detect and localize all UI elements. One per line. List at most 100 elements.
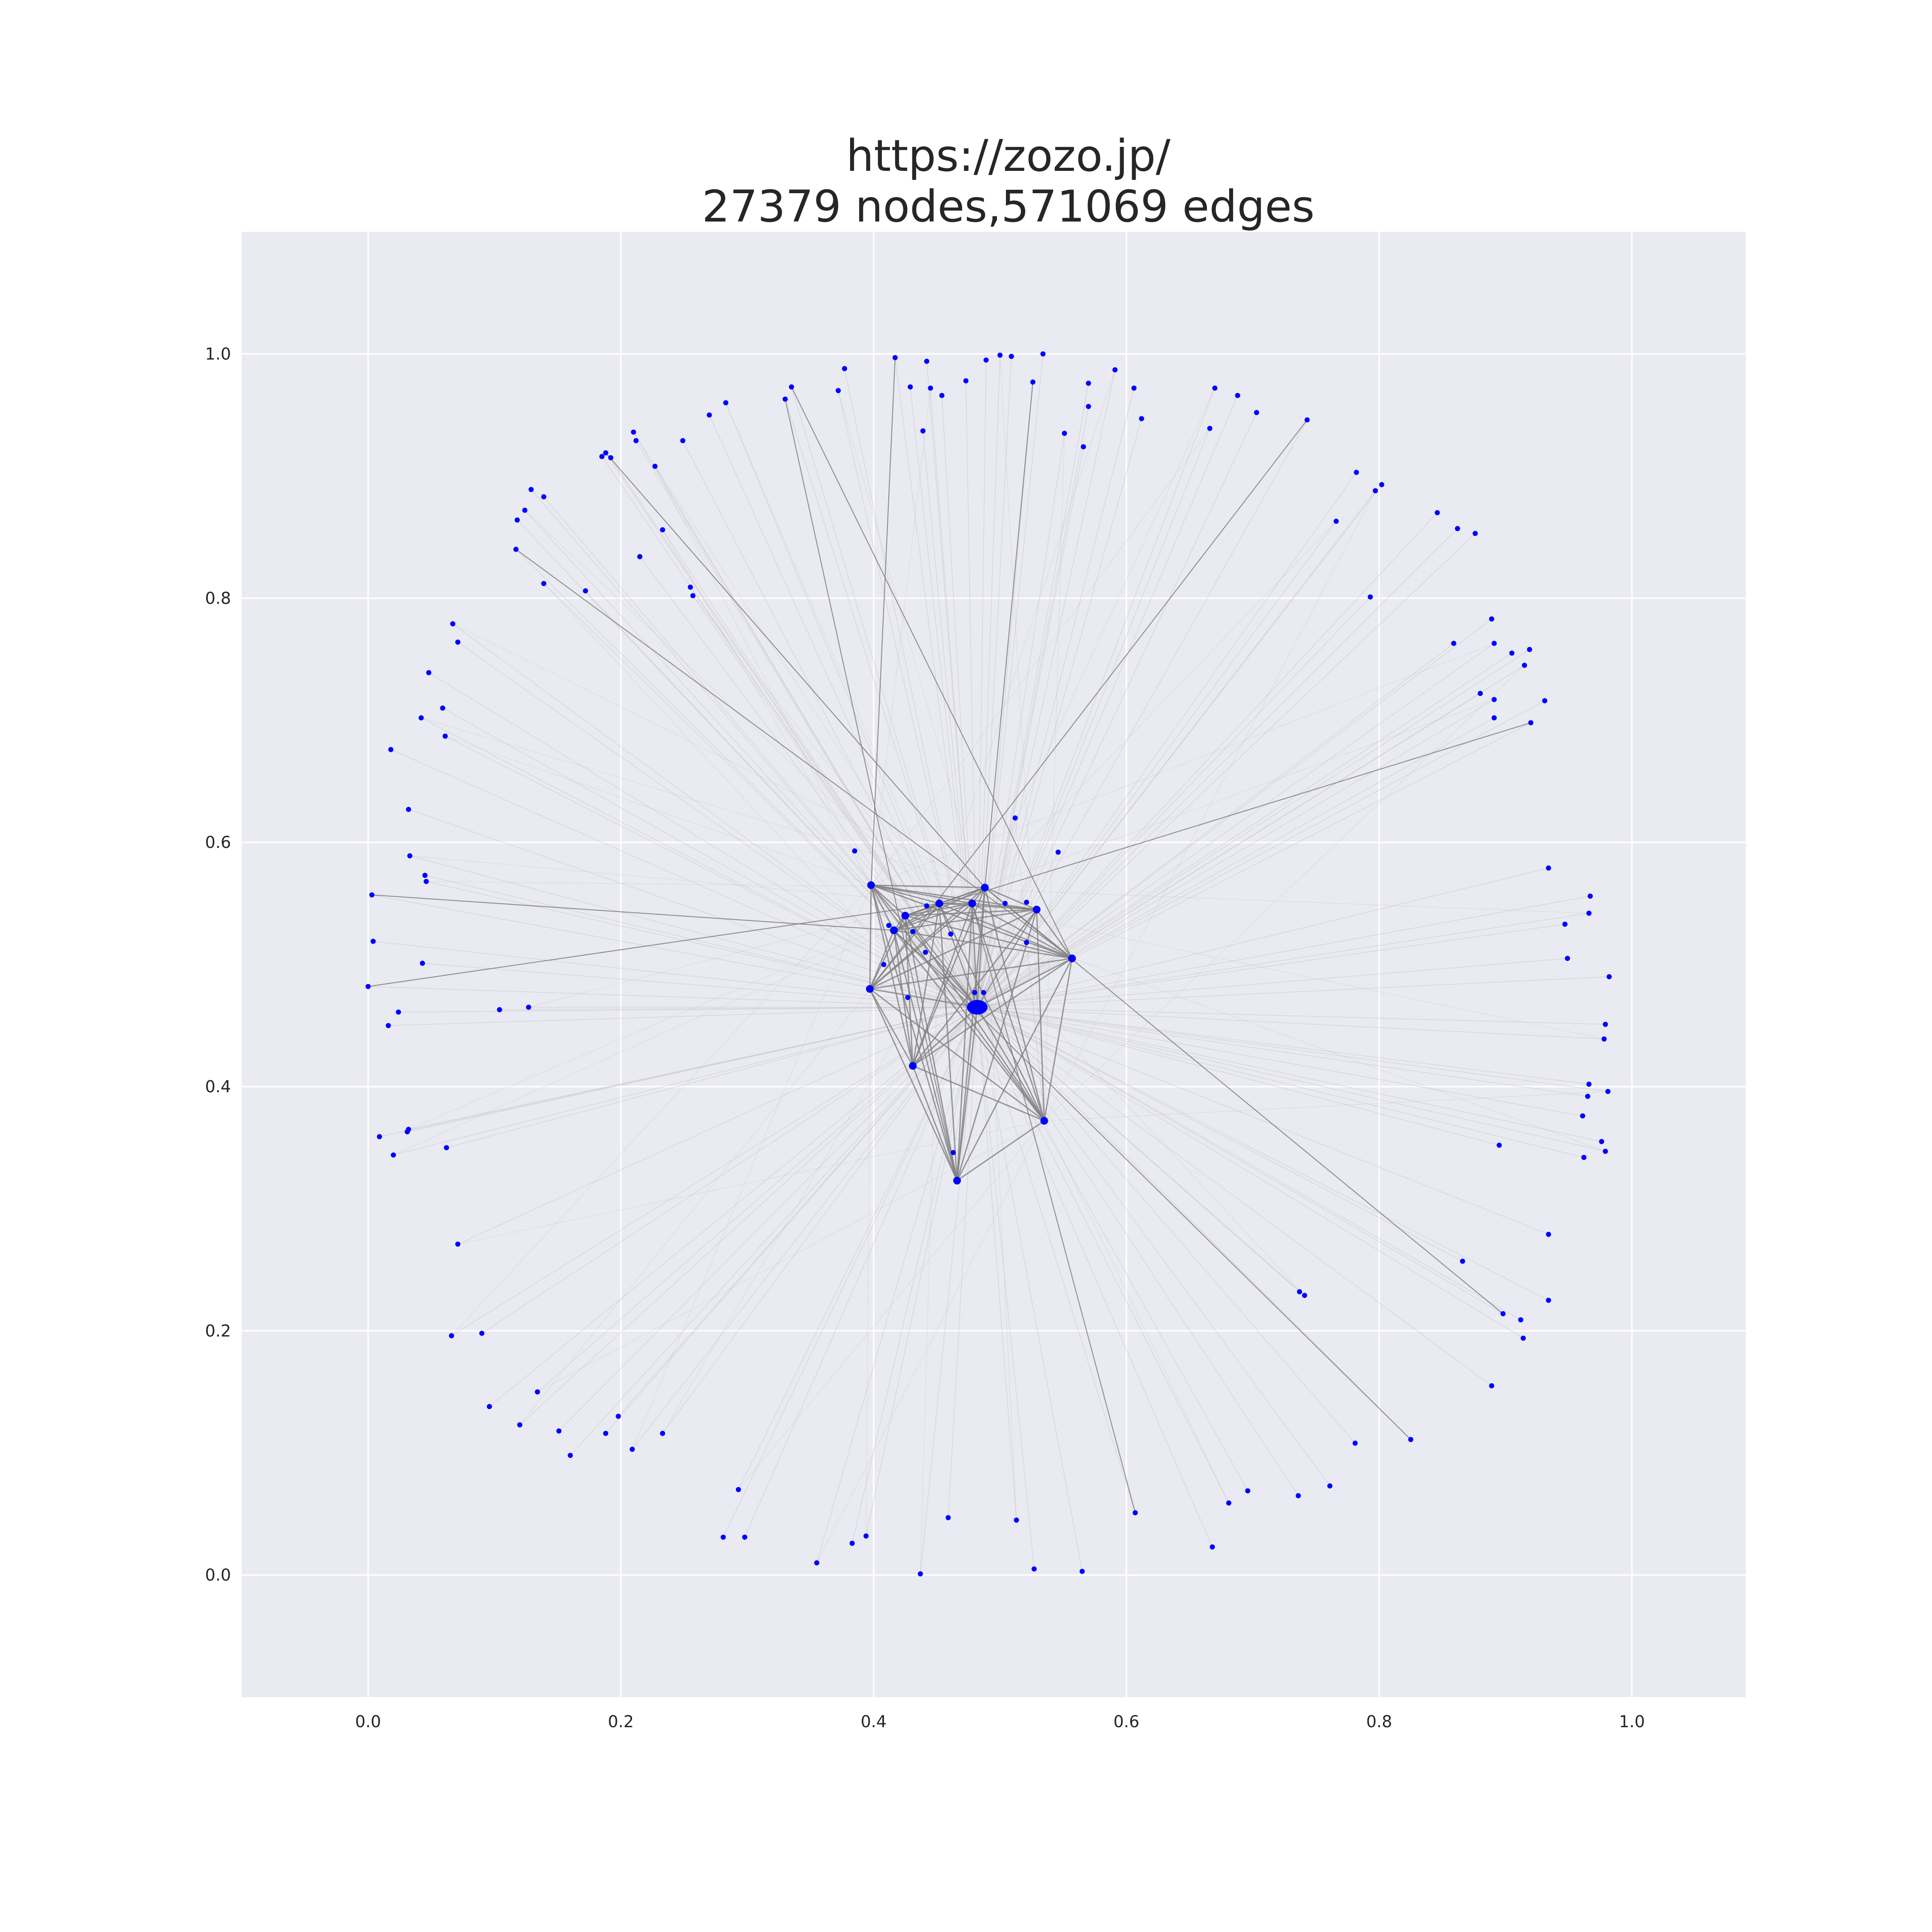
node (1605, 1089, 1611, 1094)
edge (977, 490, 1376, 1008)
node (1009, 354, 1014, 359)
node (603, 1431, 608, 1436)
edge-strong (972, 903, 1136, 1513)
node (603, 450, 608, 456)
edge (939, 370, 1115, 904)
edge (408, 1007, 978, 1130)
node (633, 438, 639, 444)
edge (977, 360, 987, 1008)
edge (662, 529, 978, 1008)
node (660, 527, 665, 532)
edge (977, 388, 1215, 1008)
node (616, 1413, 621, 1419)
edge-strong (984, 887, 1045, 1121)
edge-strong (905, 915, 1072, 959)
node (1354, 470, 1359, 475)
node (1477, 691, 1483, 696)
edge (977, 1007, 1213, 1547)
node (1546, 1297, 1551, 1303)
node (517, 1422, 522, 1428)
edge-strong (869, 988, 958, 1181)
node (388, 747, 394, 752)
node (541, 581, 547, 586)
edge (410, 855, 978, 1008)
edge (939, 699, 1495, 904)
edge-strong (905, 887, 985, 917)
node (1014, 1517, 1019, 1523)
edge-strong (984, 382, 1033, 888)
edge (977, 395, 1238, 1008)
edge-strong (368, 903, 940, 987)
edge (725, 402, 940, 904)
node (892, 355, 898, 360)
edge-strong (956, 958, 1073, 1181)
edge-strong (869, 909, 1037, 990)
node (1081, 444, 1086, 450)
node (1030, 379, 1036, 385)
edge-strong (957, 1120, 1045, 1182)
node (707, 412, 712, 418)
edge (524, 510, 978, 1008)
edge-strong (869, 930, 895, 989)
edge (445, 736, 872, 886)
edge (977, 1007, 1492, 1386)
edge-strong (893, 930, 1411, 1440)
node (881, 962, 887, 967)
edge (977, 1007, 1083, 1572)
node (1302, 1293, 1307, 1298)
node (1451, 641, 1457, 646)
node (419, 960, 425, 966)
edge-strong (870, 357, 896, 885)
node (1295, 1493, 1301, 1498)
node (371, 939, 376, 944)
edge-strong (870, 885, 914, 1066)
node-hub (1033, 905, 1041, 914)
node (720, 1534, 726, 1540)
edge-strong (956, 903, 973, 1181)
node (1496, 1142, 1502, 1148)
node (541, 494, 547, 500)
edge (977, 1007, 1504, 1314)
node (1455, 526, 1460, 532)
node (939, 393, 945, 398)
edge-strong (869, 988, 1045, 1121)
edge-strong (1036, 909, 1073, 959)
node (1207, 425, 1212, 431)
edge (368, 986, 978, 1008)
edge (426, 881, 985, 888)
edge (816, 1007, 978, 1563)
edge (977, 903, 1005, 1008)
edge-strong (972, 902, 1072, 959)
edge (977, 596, 1371, 1008)
node (1002, 901, 1008, 906)
node (735, 1487, 741, 1492)
node (422, 872, 428, 878)
node (924, 358, 930, 364)
edge-strong (972, 902, 1037, 911)
edge (977, 370, 1115, 1008)
node (723, 400, 729, 406)
node (455, 1241, 461, 1247)
node (1055, 849, 1061, 855)
node (1585, 1094, 1591, 1099)
edge (977, 976, 1610, 1008)
node (1546, 1232, 1551, 1237)
node (1079, 1569, 1085, 1574)
y-tick-label: 0.6 (205, 833, 231, 852)
edge-strong (516, 549, 1072, 959)
edge-strong (869, 988, 914, 1066)
edge (662, 529, 872, 885)
node (1112, 367, 1118, 373)
node (556, 1428, 562, 1434)
edge-strong (977, 957, 1072, 1008)
edge (632, 885, 872, 1449)
node (1133, 1510, 1138, 1516)
node (1607, 974, 1612, 979)
edge (866, 885, 872, 1536)
edge-strong (976, 1007, 1045, 1121)
node (449, 1333, 454, 1339)
edge-strong (791, 386, 1072, 959)
edge (977, 472, 1357, 1008)
y-tick-label: 0.8 (205, 589, 231, 608)
edge (977, 1007, 1606, 1152)
